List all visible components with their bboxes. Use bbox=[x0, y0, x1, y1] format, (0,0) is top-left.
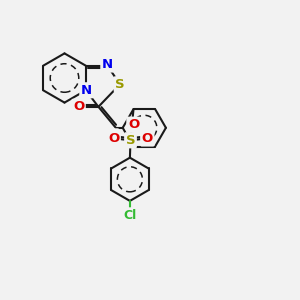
Text: O: O bbox=[73, 100, 84, 113]
Text: O: O bbox=[128, 118, 139, 131]
Text: N: N bbox=[102, 58, 113, 71]
Text: Cl: Cl bbox=[123, 209, 136, 222]
Text: N: N bbox=[81, 84, 92, 97]
Text: O: O bbox=[108, 132, 119, 145]
Text: O: O bbox=[142, 132, 153, 145]
Text: H: H bbox=[108, 130, 118, 143]
Text: S: S bbox=[115, 78, 125, 91]
Text: S: S bbox=[126, 134, 135, 147]
